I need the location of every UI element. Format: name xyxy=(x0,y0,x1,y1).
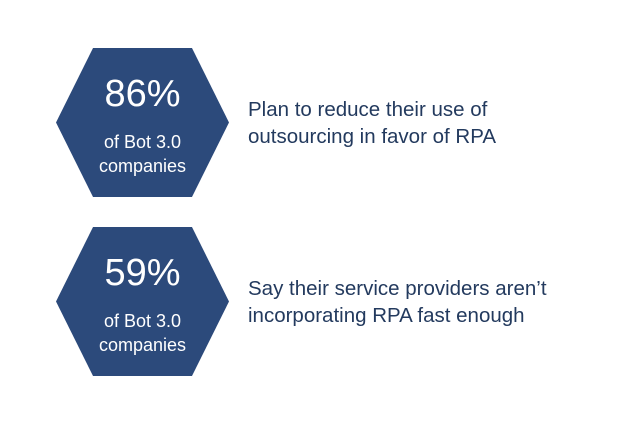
statement-line1: Say their service providers aren’t xyxy=(248,277,547,300)
stat-hexagon: 86% of Bot 3.0 companies xyxy=(56,48,229,197)
stat-statement: Plan to reduce their use of outsourcing … xyxy=(248,96,496,150)
stat-hexagon: 59% of Bot 3.0 companies xyxy=(56,227,229,376)
statement-line2: incorporating RPA fast enough xyxy=(248,304,525,327)
stat-subtitle-line1: of Bot 3.0 xyxy=(103,132,182,152)
stat-percent: 59% xyxy=(104,252,181,294)
stat-subtitle-line2: companies xyxy=(98,335,187,355)
statement-line1: Plan to reduce their use of xyxy=(248,98,488,121)
stat-block-outsourcing: 86% of Bot 3.0 companies Plan to reduce … xyxy=(0,48,626,198)
stat-block-service-providers: 59% of Bot 3.0 companies Say their servi… xyxy=(0,227,626,377)
stat-percent: 86% xyxy=(104,73,181,115)
stat-statement: Say their service providers aren’t incor… xyxy=(248,275,547,329)
stat-subtitle-line2: companies xyxy=(98,156,187,176)
stat-subtitle-line1: of Bot 3.0 xyxy=(103,311,182,331)
statement-line2: outsourcing in favor of RPA xyxy=(248,125,497,148)
